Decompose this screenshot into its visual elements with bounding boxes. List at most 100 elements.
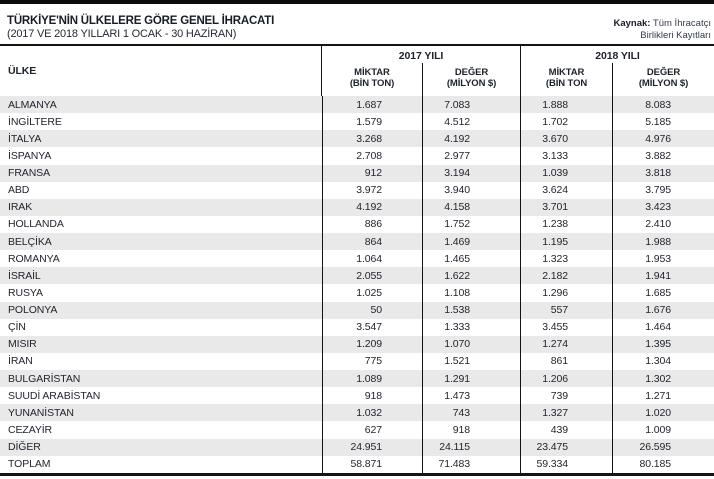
value-cell: 59.334 (520, 455, 612, 473)
header-line-1: MİKTAR (548, 67, 585, 78)
table-row: İSRAİL 2.055 1.622 2.182 1.941 (0, 267, 714, 285)
value-cell: 4.976 (612, 130, 714, 148)
country-cell: ROMANYA (8, 252, 60, 265)
value-cell: 3.624 (520, 181, 612, 199)
value-cell: 1.209 (322, 335, 422, 353)
header-line-2: (MİLYON $) (638, 78, 689, 89)
value-cell: 58.871 (322, 455, 422, 473)
value-cell: 1.032 (322, 404, 422, 422)
table-row: ABD 3.972 3.940 3.624 3.795 (0, 181, 714, 199)
value-cell: 1.064 (322, 250, 422, 268)
value-cell: 4.512 (422, 113, 520, 131)
value-cell: 1.687 (322, 96, 422, 114)
table-row: ALMANYA 1.687 7.083 1.888 8.083 (0, 96, 714, 114)
value-cell: 918 (322, 387, 422, 405)
value-cell: 1.579 (322, 113, 422, 131)
value-cell: 3.194 (422, 164, 520, 182)
value-cell: 1.473 (422, 387, 520, 405)
value-cell: 24.115 (422, 438, 520, 456)
table-row: YUNANİSTAN 1.032 743 1.327 1.020 (0, 404, 714, 422)
table-row: HOLLANDA 886 1.752 1.238 2.410 (0, 215, 714, 233)
country-cell: DİĞER (8, 441, 41, 454)
value-cell: 8.083 (612, 96, 714, 114)
country-cell: RUSYA (8, 286, 43, 299)
value-cell: 1.469 (422, 233, 520, 251)
value-cell: 1.020 (612, 404, 714, 422)
table-row: SUUDİ ARABİSTAN 918 1.473 739 1.271 (0, 387, 714, 405)
value-cell: 1.702 (520, 113, 612, 131)
country-cell: FRANSA (8, 167, 50, 180)
value-cell: 1.521 (422, 352, 520, 370)
value-cell: 1.676 (612, 301, 714, 319)
value-cell: 1.464 (612, 318, 714, 336)
country-cell: ÇİN (8, 321, 26, 334)
country-cell: İTALYA (8, 132, 42, 145)
country-cell: İNGİLTERE (8, 115, 62, 128)
value-cell: 1.395 (612, 335, 714, 353)
value-cell: 918 (422, 421, 520, 439)
country-cell: YUNANİSTAN (8, 406, 74, 419)
value-cell: 1.025 (322, 284, 422, 302)
value-cell: 1.206 (520, 370, 612, 388)
value-cell: 1.238 (520, 215, 612, 233)
value-cell: 4.192 (322, 198, 422, 216)
value-cell: 1.108 (422, 284, 520, 302)
value-cell: 1.271 (612, 387, 714, 405)
value-cell: 1.941 (612, 267, 714, 285)
table-body: ALMANYA 1.687 7.083 1.888 8.083 İNGİLTERE 1.57… (0, 96, 714, 473)
table-row: CEZAYİR 627 918 439 1.009 (0, 421, 714, 439)
country-cell: BELÇİKA (8, 235, 52, 248)
country-cell: SUUDİ ARABİSTAN (8, 389, 101, 402)
value-cell: 739 (520, 387, 612, 405)
country-cell: MISIR (8, 338, 37, 351)
value-cell: 2.708 (322, 147, 422, 165)
source-line-1: Kaynak: Tüm İhracatçı (613, 18, 711, 30)
value-cell: 1.089 (322, 370, 422, 388)
value-cell: 1.685 (612, 284, 714, 302)
country-cell: CEZAYİR (8, 423, 53, 436)
header-line-2: (MİLYON $) (446, 78, 497, 89)
value-cell: 1.296 (520, 284, 612, 302)
table-row: ROMANYA 1.064 1.465 1.323 1.953 (0, 250, 714, 268)
value-cell: 23.475 (520, 438, 612, 456)
value-cell: 1.274 (520, 335, 612, 353)
bottom-rule (0, 472, 714, 476)
country-cell: HOLLANDA (8, 218, 64, 231)
top-black-bar (0, 0, 714, 4)
column-group-2018: 2018 YILI (520, 46, 714, 63)
value-cell: 3.423 (612, 198, 714, 216)
value-cell: 26.595 (612, 438, 714, 456)
country-cell: IRAK (8, 201, 33, 214)
table-row: BULGARİSTAN 1.089 1.291 1.206 1.302 (0, 370, 714, 388)
value-cell: 3.455 (520, 318, 612, 336)
value-cell: 1.622 (422, 267, 520, 285)
header-line-1: DEĞER (454, 67, 489, 78)
value-cell: 775 (322, 352, 422, 370)
table-row: BELÇİKA 864 1.469 1.195 1.988 (0, 233, 714, 251)
value-cell: 439 (520, 421, 612, 439)
value-cell: 1.888 (520, 96, 612, 114)
value-cell: 3.795 (612, 181, 714, 199)
value-cell: 3.818 (612, 164, 714, 182)
value-cell: 1.752 (422, 215, 520, 233)
value-cell: 3.940 (422, 181, 520, 199)
country-cell: BULGARİSTAN (8, 372, 81, 385)
source-note: Kaynak: Tüm İhracatçı Birlikleri Kayıtla… (613, 18, 711, 41)
value-cell: 1.953 (612, 250, 714, 268)
column-header-2018-deger: DEĞER (MİLYON $) (612, 63, 714, 96)
value-cell: 3.268 (322, 130, 422, 148)
value-cell: 3.133 (520, 147, 612, 165)
value-cell: 4.192 (422, 130, 520, 148)
value-cell: 1.304 (612, 352, 714, 370)
value-cell: 627 (322, 421, 422, 439)
header-line-2: (BİN TON (545, 78, 588, 89)
value-cell: 1.538 (422, 301, 520, 319)
page-title: TÜRKİYE'NİN ÜLKELERE GÖRE GENEL İHRACATI (7, 15, 275, 27)
source-label: Kaynak: (613, 18, 651, 29)
value-cell: 2.182 (520, 267, 612, 285)
value-cell: 1.988 (612, 233, 714, 251)
value-cell: 1.323 (520, 250, 612, 268)
country-cell: ALMANYA (8, 98, 57, 111)
value-cell: 864 (322, 233, 422, 251)
column-header-2017-deger: DEĞER (MİLYON $) (422, 63, 520, 96)
